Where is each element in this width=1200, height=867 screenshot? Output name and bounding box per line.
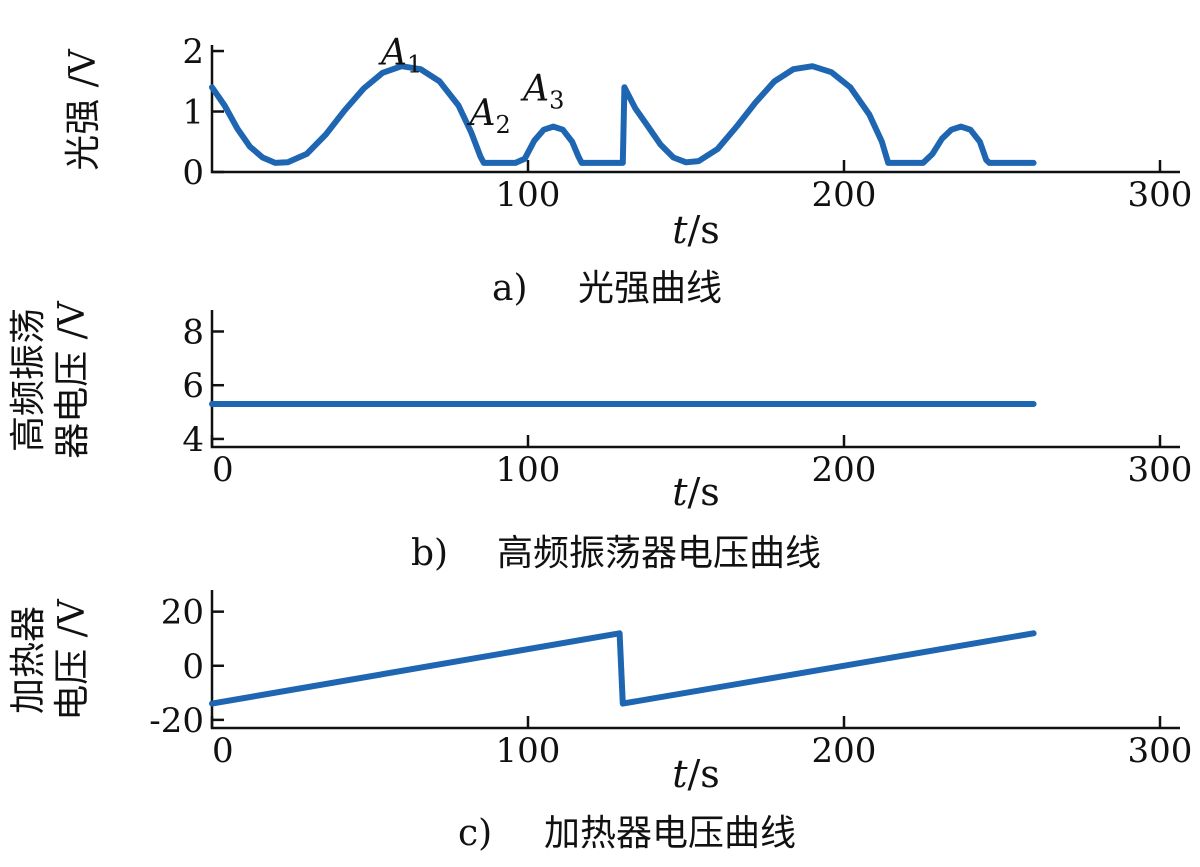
panel-c-xtick-label-2: 200	[812, 731, 877, 771]
panel-b-caption: b) 高频振荡器电压曲线	[411, 533, 821, 574]
panel-c-xtick-label-3: 300	[1128, 731, 1193, 771]
panel-c-axes	[210, 590, 1180, 730]
panel-b-ylabel: 高频振荡 器电压 /V	[8, 300, 93, 459]
panel-a-ylabel-line-0: 光强 /V	[63, 48, 104, 171]
panel-b-xlabel: t/s	[672, 470, 720, 514]
panel-c-series-line	[209, 630, 1037, 707]
annotation-A3: A3	[520, 69, 564, 115]
panel-a-xtick-label-2: 300	[1128, 175, 1193, 215]
panel-b-xtick-label-1: 100	[496, 450, 561, 490]
panel-c-ytick-label-0: -20	[149, 701, 204, 741]
panel-b-ylabel-line-0: 高频振荡	[8, 308, 49, 452]
panel-a-ytick-label-0: 0	[182, 153, 204, 193]
panel-c-ylabel-line-0: 加热器	[8, 606, 49, 714]
panel-b-ytick-label-1: 6	[182, 366, 204, 406]
panel-b-ytick-label-2: 8	[182, 312, 204, 352]
panel-b-xtick-label-3: 300	[1128, 450, 1193, 490]
panel-c-xlabel: t/s	[672, 752, 720, 796]
panel-a-xtick-label-1: 200	[812, 175, 877, 215]
panel-b-xtick-label-0: 0	[212, 450, 234, 490]
panel-c-xtick-label-0: 0	[212, 731, 234, 771]
panel-c-caption-text: 加热器电压曲线	[544, 813, 796, 854]
panel-b-ticks: 4 6 8 0 100 200 300	[182, 312, 1192, 490]
panel-a-ytick-label-2: 2	[182, 32, 204, 72]
panel-c-ylabel-line-1: 电压 /V	[52, 598, 93, 721]
panel-oscillator-voltage: 4 6 8 0 100 200 300 高频振荡 器电压 /V t/s b) 高频振荡器电压曲…	[8, 300, 1192, 574]
panel-a-series-line	[209, 63, 1037, 166]
panel-b-ytick-label-0: 4	[182, 420, 204, 460]
panel-c-ylabel: 加热器 电压 /V	[8, 598, 93, 721]
panel-a-ticks: 0 1 2 100 200 300	[182, 32, 1192, 215]
panel-b-caption-letter: b)	[411, 533, 448, 574]
annotation-A2: A2	[466, 93, 510, 139]
panel-a-ylabel: 光强 /V	[63, 48, 104, 171]
panel-c-caption: c) 加热器电压曲线	[458, 813, 796, 854]
annotation-A1: A1	[378, 32, 422, 78]
panel-b-xtick-label-2: 200	[812, 450, 877, 490]
panel-b-ylabel-line-1: 器电压 /V	[52, 300, 93, 459]
panel-c-ytick-label-2: 20	[161, 593, 204, 633]
panel-a-caption-text: 光强曲线	[578, 268, 722, 309]
panel-a-caption: a) 光强曲线	[492, 268, 722, 309]
panel-a-ytick-label-1: 1	[182, 93, 204, 133]
panel-a-xtick-label-0: 100	[496, 175, 561, 215]
panel-a-axes	[210, 45, 1180, 174]
panel-c-xtick-label-1: 100	[496, 731, 561, 771]
panel-a-xlabel: t/s	[672, 208, 720, 252]
panel-c-ytick-label-1: 0	[182, 647, 204, 687]
panel-a-caption-letter: a)	[492, 268, 528, 309]
panel-c-caption-letter: c)	[458, 813, 492, 854]
panel-b-axes	[210, 310, 1180, 449]
panel-b-caption-text: 高频振荡器电压曲线	[497, 533, 821, 574]
